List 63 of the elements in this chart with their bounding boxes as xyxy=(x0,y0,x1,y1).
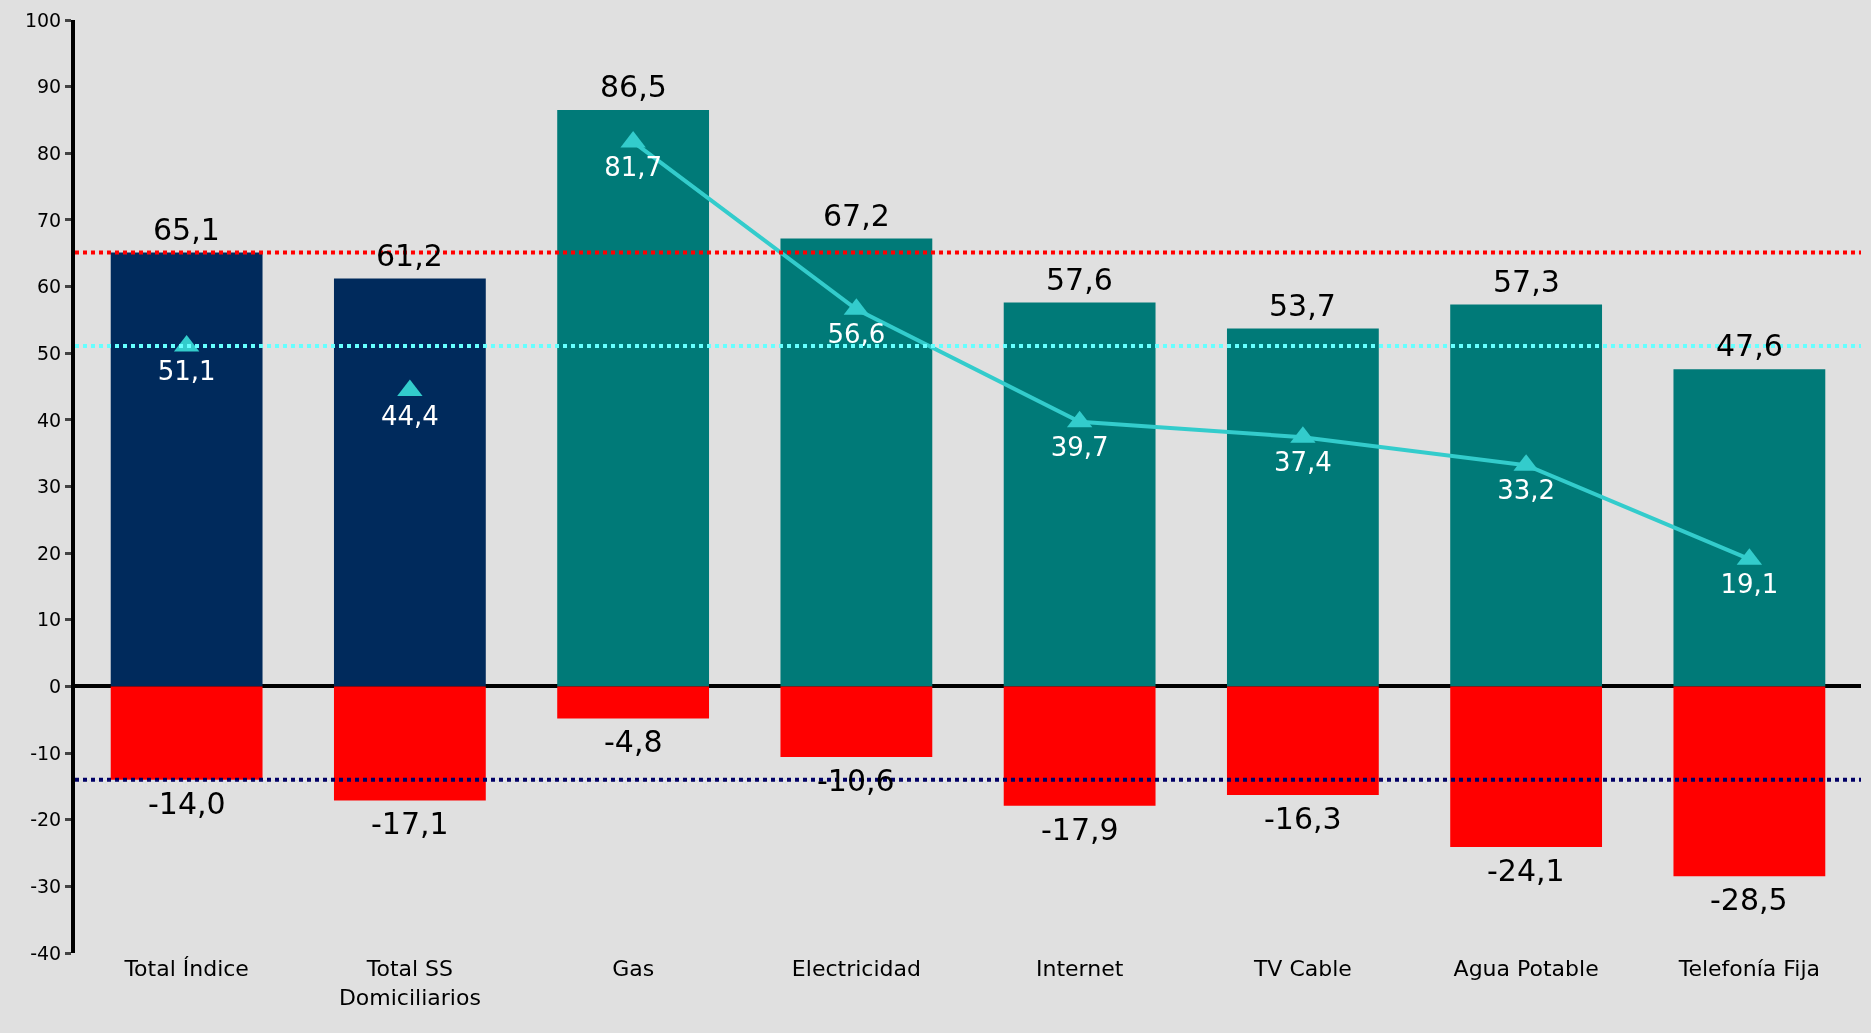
data-label: 61,2 xyxy=(376,238,443,273)
y-tick-label: 30 xyxy=(37,475,62,498)
y-tick-label: 40 xyxy=(37,408,62,431)
data-label: -28,5 xyxy=(1710,882,1788,917)
x-tick-label: Total SS Domiciliarios xyxy=(338,956,481,1010)
data-label: 86,5 xyxy=(600,69,667,104)
y-tick-label: 80 xyxy=(37,141,62,164)
data-label: -14,0 xyxy=(148,786,226,821)
bar xyxy=(1003,302,1156,687)
y-tick-label: -30 xyxy=(30,875,62,898)
bar xyxy=(1450,686,1603,848)
bar xyxy=(1450,304,1603,687)
y-tick-label: 70 xyxy=(37,208,62,231)
data-label: -17,9 xyxy=(1041,812,1119,847)
data-label: 37,4 xyxy=(1273,447,1332,478)
y-tick-label: -10 xyxy=(30,741,62,764)
x-tick-label: Internet xyxy=(1035,956,1124,981)
y-tick-label: 90 xyxy=(37,75,62,98)
y-tick-label: 100 xyxy=(24,8,62,31)
bar xyxy=(333,686,486,801)
bar xyxy=(1226,686,1379,796)
data-label: 67,2 xyxy=(823,198,890,233)
x-tick-label: Total Índice xyxy=(123,956,249,981)
data-label: 57,3 xyxy=(1493,264,1560,299)
data-label: -10,6 xyxy=(817,763,895,798)
data-label: 44,4 xyxy=(380,400,439,431)
data-label: 19,1 xyxy=(1720,569,1779,600)
data-label: -24,1 xyxy=(1487,853,1565,888)
x-tick-label: Agua Potable xyxy=(1453,956,1599,981)
data-label: -17,1 xyxy=(371,806,449,841)
bar xyxy=(780,686,933,758)
y-tick-label: -20 xyxy=(30,808,62,831)
x-tick-label: Telefonía Fija xyxy=(1677,956,1821,981)
bar xyxy=(557,686,710,719)
bar xyxy=(557,109,710,687)
y-tick-label: 0 xyxy=(49,675,62,698)
bar xyxy=(333,278,486,687)
data-label: 53,7 xyxy=(1269,288,1336,323)
x-tick-label: Gas xyxy=(612,956,655,981)
data-label: 56,6 xyxy=(827,319,886,350)
data-label: 81,7 xyxy=(604,152,663,183)
data-label: 65,1 xyxy=(153,212,220,247)
x-tick-label: TV Cable xyxy=(1252,956,1352,981)
data-label: 39,7 xyxy=(1050,432,1109,463)
bar xyxy=(1003,686,1156,806)
y-tick-label: 10 xyxy=(37,608,62,631)
data-label: 47,6 xyxy=(1716,328,1783,363)
bar xyxy=(780,238,933,687)
data-label: -4,8 xyxy=(604,724,663,759)
x-tick-label: Electricidad xyxy=(791,956,921,981)
y-tick-label: 50 xyxy=(37,341,62,364)
bar xyxy=(1673,369,1826,687)
y-tick-label: 20 xyxy=(37,541,62,564)
data-label: 57,6 xyxy=(1046,262,1113,297)
bar xyxy=(110,686,263,780)
data-label: 33,2 xyxy=(1497,475,1556,506)
bar xyxy=(110,252,263,687)
y-tick-label: 60 xyxy=(37,275,62,298)
bar xyxy=(1226,328,1379,687)
data-label: -16,3 xyxy=(1264,801,1342,836)
bar xyxy=(1673,686,1826,877)
y-tick-label: -40 xyxy=(30,941,62,964)
data-label: 51,1 xyxy=(157,356,216,387)
